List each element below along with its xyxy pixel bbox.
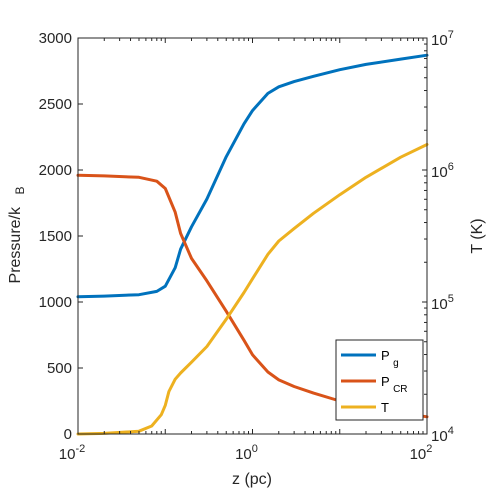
- legend-label-pg-sub: g: [393, 358, 399, 369]
- legend-label-pcr: P CR: [381, 374, 408, 395]
- series-line-pg: [76, 53, 429, 299]
- x-tick-label: 10-2: [59, 443, 85, 463]
- y-left-tick-label: 1000: [39, 294, 72, 311]
- y-left-tick-label: 2000: [39, 162, 72, 179]
- tick-label-layer: 10-2 100 102 0 500 1000 1500 2000 2500 3000 104 105…: [39, 29, 454, 463]
- y-left-axis-label: Pressure/k B: [7, 187, 27, 284]
- svg-text:Pressure/k B: Pressure/k B: [7, 187, 27, 284]
- y-left-tick-label: 3000: [39, 30, 72, 47]
- legend: P g P CR T: [335, 339, 424, 421]
- y-left-axis-label-main: Pressure/k: [7, 206, 24, 283]
- y-right-tick-label: 104: [431, 425, 454, 445]
- y-left-tick-label: 2500: [39, 96, 72, 113]
- y-left-tick-label: 1500: [39, 228, 72, 245]
- legend-label-pg-main: P: [381, 348, 389, 363]
- legend-label-pcr-main: P: [381, 374, 389, 389]
- x-tick-label: 102: [410, 443, 433, 463]
- x-axis-label: z (pc): [232, 471, 272, 488]
- y-right-tick-label: 107: [431, 29, 454, 49]
- x-tick-label: 100: [235, 443, 258, 463]
- y-right-tick-label: 106: [431, 161, 454, 181]
- svg-text:T (K): T (K): [469, 218, 486, 253]
- y-right-axis-label: T (K): [469, 218, 486, 253]
- y-left-axis-label-sub: B: [13, 187, 27, 195]
- series-line-pcr: [76, 173, 429, 419]
- y-right-tick-label: 105: [431, 293, 454, 313]
- tick-layer: [77, 37, 428, 435]
- series-line-t: [76, 143, 429, 436]
- legend-label-t: T: [381, 400, 389, 415]
- series-layer: [76, 53, 429, 436]
- y-left-tick-label: 500: [47, 360, 72, 377]
- legend-label-pg: P g: [381, 348, 399, 369]
- legend-label-pcr-sub: CR: [393, 384, 407, 395]
- y-left-tick-label: 0: [64, 426, 72, 443]
